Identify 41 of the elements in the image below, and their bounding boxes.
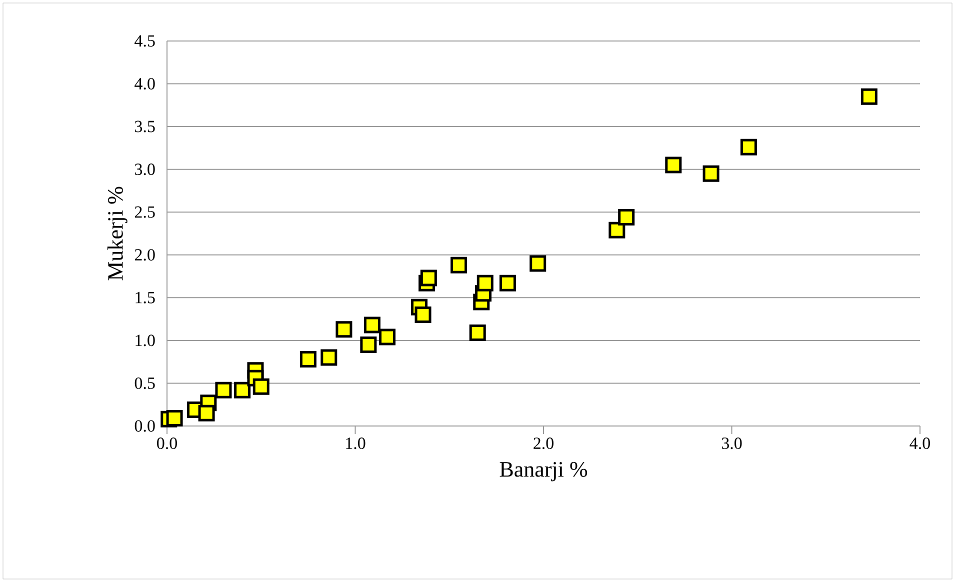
x-axis-title: Banarji % bbox=[500, 462, 588, 482]
y-tick-label: 0.0 bbox=[134, 420, 155, 432]
x-tick-label: 3.0 bbox=[722, 438, 742, 450]
point bbox=[300, 351, 316, 368]
point bbox=[499, 274, 516, 292]
point bbox=[364, 316, 380, 334]
point bbox=[234, 382, 251, 398]
point bbox=[336, 321, 352, 338]
y-tick-label: 4.0 bbox=[134, 78, 155, 90]
point bbox=[469, 324, 486, 341]
y-tick-label: 4.5 bbox=[134, 35, 155, 47]
point bbox=[618, 209, 635, 226]
point bbox=[420, 270, 437, 286]
x-tick-label: 0.0 bbox=[157, 438, 177, 450]
point bbox=[702, 165, 720, 182]
y-tick-label: 3.0 bbox=[135, 164, 155, 176]
point bbox=[320, 349, 338, 366]
point bbox=[198, 404, 215, 422]
point bbox=[414, 306, 432, 324]
point bbox=[608, 222, 626, 238]
point bbox=[740, 138, 757, 156]
y-tick-label: 0.5 bbox=[134, 377, 155, 389]
point bbox=[215, 382, 232, 398]
y-axis-title: Mukerji % bbox=[107, 186, 128, 280]
x-tick-label: 1.0 bbox=[346, 438, 366, 450]
x-tick-label: 4.0 bbox=[910, 438, 930, 450]
y-tick-label: 2.0 bbox=[134, 249, 155, 261]
y-tick-label: 1.5 bbox=[136, 292, 155, 304]
y-tick-label: 2.5 bbox=[134, 206, 155, 218]
point bbox=[665, 156, 682, 174]
point bbox=[360, 336, 377, 353]
point bbox=[860, 88, 878, 105]
point bbox=[450, 256, 468, 274]
x-tick-label: 2.0 bbox=[534, 438, 554, 450]
point bbox=[166, 410, 183, 427]
y-tick-label: 3.5 bbox=[135, 120, 155, 132]
point bbox=[476, 274, 494, 292]
point bbox=[530, 255, 546, 272]
point bbox=[252, 378, 270, 395]
point bbox=[379, 328, 396, 346]
y-tick-label: 1.0 bbox=[136, 334, 155, 346]
